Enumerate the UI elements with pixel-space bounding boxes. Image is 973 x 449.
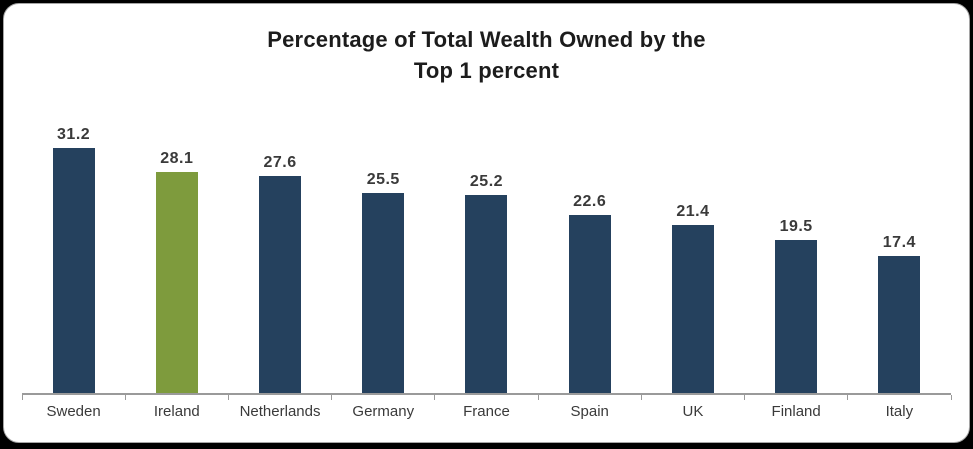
x-axis-tick: [331, 395, 333, 400]
x-axis-label-finland: Finland: [771, 403, 821, 420]
chart-title: Percentage of Total Wealth Owned by the …: [4, 24, 969, 86]
x-axis-tick: [744, 395, 746, 400]
bar-column-uk: 21.4: [641, 110, 744, 393]
bar-value-label-uk: 21.4: [676, 202, 710, 220]
bar-column-germany: 25.5: [332, 110, 435, 393]
x-axis-tick: [227, 395, 229, 400]
bar-column-sweden: 31.2: [22, 110, 125, 393]
bar-column-spain: 22.6: [538, 110, 641, 393]
x-axis-label-uk: UK: [682, 403, 704, 420]
bar-value-label-sweden: 31.2: [57, 125, 91, 143]
x-axis-tick: [434, 395, 436, 400]
bar-sweden: [52, 147, 95, 393]
bar-column-netherlands: 27.6: [228, 110, 331, 393]
x-axis-ticks: [21, 395, 952, 401]
chart-title-line1: Percentage of Total Wealth Owned by the: [267, 27, 706, 52]
x-axis-tick: [950, 395, 952, 400]
x-axis-tick: [537, 395, 539, 400]
bar-value-label-italy: 17.4: [882, 234, 916, 252]
x-axis-label-spain: Spain: [570, 403, 609, 420]
bar-value-label-spain: 22.6: [573, 193, 607, 211]
chart-title-line2: Top 1 percent: [413, 58, 560, 83]
bar-spain: [568, 215, 611, 393]
chart-card: Percentage of Total Wealth Owned by the …: [3, 3, 970, 443]
x-axis-label-netherlands: Netherlands: [239, 403, 321, 420]
x-axis-tick: [21, 395, 23, 400]
bar-value-label-finland: 19.5: [779, 217, 813, 235]
bar-ireland: [155, 172, 198, 393]
bar-france: [465, 194, 508, 393]
bar-finland: [775, 239, 818, 393]
x-axis-label-italy: Italy: [885, 403, 914, 420]
bar-column-finland: 19.5: [745, 110, 848, 393]
bar-column-ireland: 28.1: [125, 110, 228, 393]
x-axis-label-sweden: Sweden: [46, 403, 101, 420]
bar-value-label-netherlands: 27.6: [263, 154, 297, 172]
bar-value-label-germany: 25.5: [366, 170, 400, 188]
x-axis-label-france: France: [463, 403, 510, 420]
bar-chart-plot-area: 31.2 28.1 27.6 25.5 25.2 22.6 21.4 19.5 17.4: [22, 110, 951, 395]
bar-germany: [362, 192, 405, 393]
bar-uk: [671, 224, 714, 393]
bar-italy: [878, 256, 921, 393]
bar-netherlands: [259, 176, 302, 393]
x-axis-tick: [640, 395, 642, 400]
bar-column-italy: 17.4: [848, 110, 951, 393]
x-axis-labels: Sweden Ireland Netherlands Germany France Spa…: [22, 403, 951, 420]
x-axis-label-germany: Germany: [352, 403, 415, 420]
bar-value-label-france: 25.2: [469, 172, 504, 190]
x-axis-tick: [847, 395, 849, 400]
bar-value-label-ireland: 28.1: [160, 150, 194, 168]
bar-column-france: 25.2: [435, 110, 538, 393]
x-axis-tick: [124, 395, 126, 400]
x-axis-label-ireland: Ireland: [153, 403, 200, 420]
